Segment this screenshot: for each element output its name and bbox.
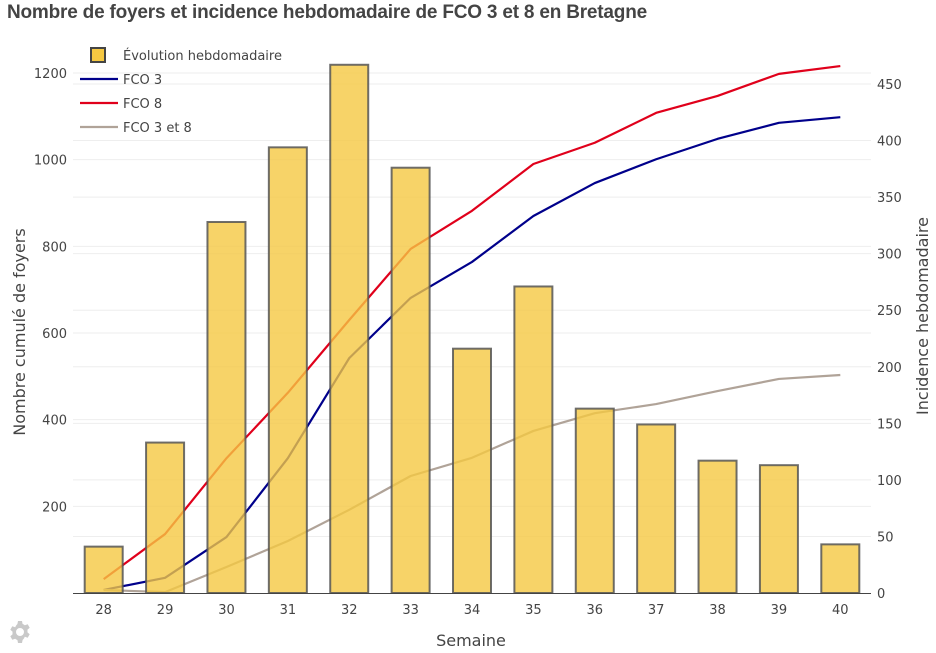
bar[interactable] bbox=[83, 545, 124, 595]
legend[interactable]: Évolution hebdomadaire FCO 3 FCO 8 FCO 3 et… bbox=[80, 47, 282, 136]
legend-label[interactable]: FCO 3 et 8 bbox=[123, 121, 192, 136]
y2-tick-label: 450 bbox=[877, 78, 902, 93]
bar[interactable] bbox=[452, 347, 492, 594]
bar[interactable] bbox=[574, 407, 615, 594]
x-tick-label: 37 bbox=[648, 603, 665, 618]
x-tick-label: 32 bbox=[341, 603, 358, 618]
bar[interactable] bbox=[145, 441, 186, 594]
y-tick-label: 400 bbox=[42, 414, 67, 429]
y2-tick-label: 0 bbox=[877, 587, 885, 602]
bar[interactable] bbox=[820, 543, 861, 595]
legend-swatch-bars bbox=[90, 47, 106, 63]
y-tick-label: 200 bbox=[42, 500, 67, 515]
y-tick-label: 600 bbox=[42, 327, 67, 342]
x-tick-label: 30 bbox=[218, 603, 235, 618]
gear-icon[interactable] bbox=[8, 620, 32, 644]
y2-axis-title: Incidence hebdomadaire bbox=[913, 217, 932, 415]
chart-title: Nombre de foyers et incidence hebdomadai… bbox=[7, 2, 647, 23]
y-tick-label: 1000 bbox=[34, 154, 67, 169]
bar[interactable] bbox=[758, 464, 799, 594]
legend-label[interactable]: FCO 3 bbox=[123, 73, 162, 88]
bar[interactable] bbox=[513, 285, 554, 594]
bar[interactable] bbox=[267, 146, 308, 594]
y-tick-label: 800 bbox=[42, 240, 67, 255]
x-tick-label: 36 bbox=[586, 603, 603, 618]
x-tick-label: 33 bbox=[402, 603, 419, 618]
axes: 200 400 600 800 1000 1200 0 50 100 150 200 250 300 35… bbox=[34, 67, 902, 618]
bar[interactable] bbox=[329, 63, 370, 594]
y2-tick-label: 200 bbox=[877, 361, 902, 376]
x-tick-label: 31 bbox=[280, 603, 297, 618]
bar-series bbox=[83, 63, 861, 595]
x-tick-label: 28 bbox=[95, 603, 112, 618]
bar[interactable] bbox=[636, 423, 677, 594]
x-tick-label: 40 bbox=[832, 603, 849, 618]
x-tick-label: 39 bbox=[771, 603, 788, 618]
x-tick-label: 34 bbox=[464, 603, 481, 618]
y-tick-label: 1200 bbox=[34, 67, 67, 82]
y2-tick-label: 50 bbox=[877, 530, 894, 545]
x-tick-label: 35 bbox=[525, 603, 542, 618]
y2-tick-label: 300 bbox=[877, 248, 902, 263]
y2-tick-label: 400 bbox=[877, 135, 902, 150]
bar[interactable] bbox=[206, 220, 247, 595]
y-axis-title: Nombre cumulé de foyers bbox=[10, 228, 29, 435]
x-tick-label: 29 bbox=[157, 603, 174, 618]
x-tick-label: 38 bbox=[709, 603, 726, 618]
y2-tick-label: 100 bbox=[877, 474, 902, 489]
legend-label-bars[interactable]: Évolution hebdomadaire bbox=[123, 48, 282, 64]
y2-tick-label: 350 bbox=[877, 191, 902, 206]
bar[interactable] bbox=[390, 166, 431, 595]
y2-tick-label: 150 bbox=[877, 417, 902, 432]
legend-label[interactable]: FCO 8 bbox=[123, 97, 162, 112]
y2-tick-label: 250 bbox=[877, 304, 902, 319]
bar[interactable] bbox=[697, 459, 738, 594]
x-axis-title: Semaine bbox=[436, 631, 506, 650]
